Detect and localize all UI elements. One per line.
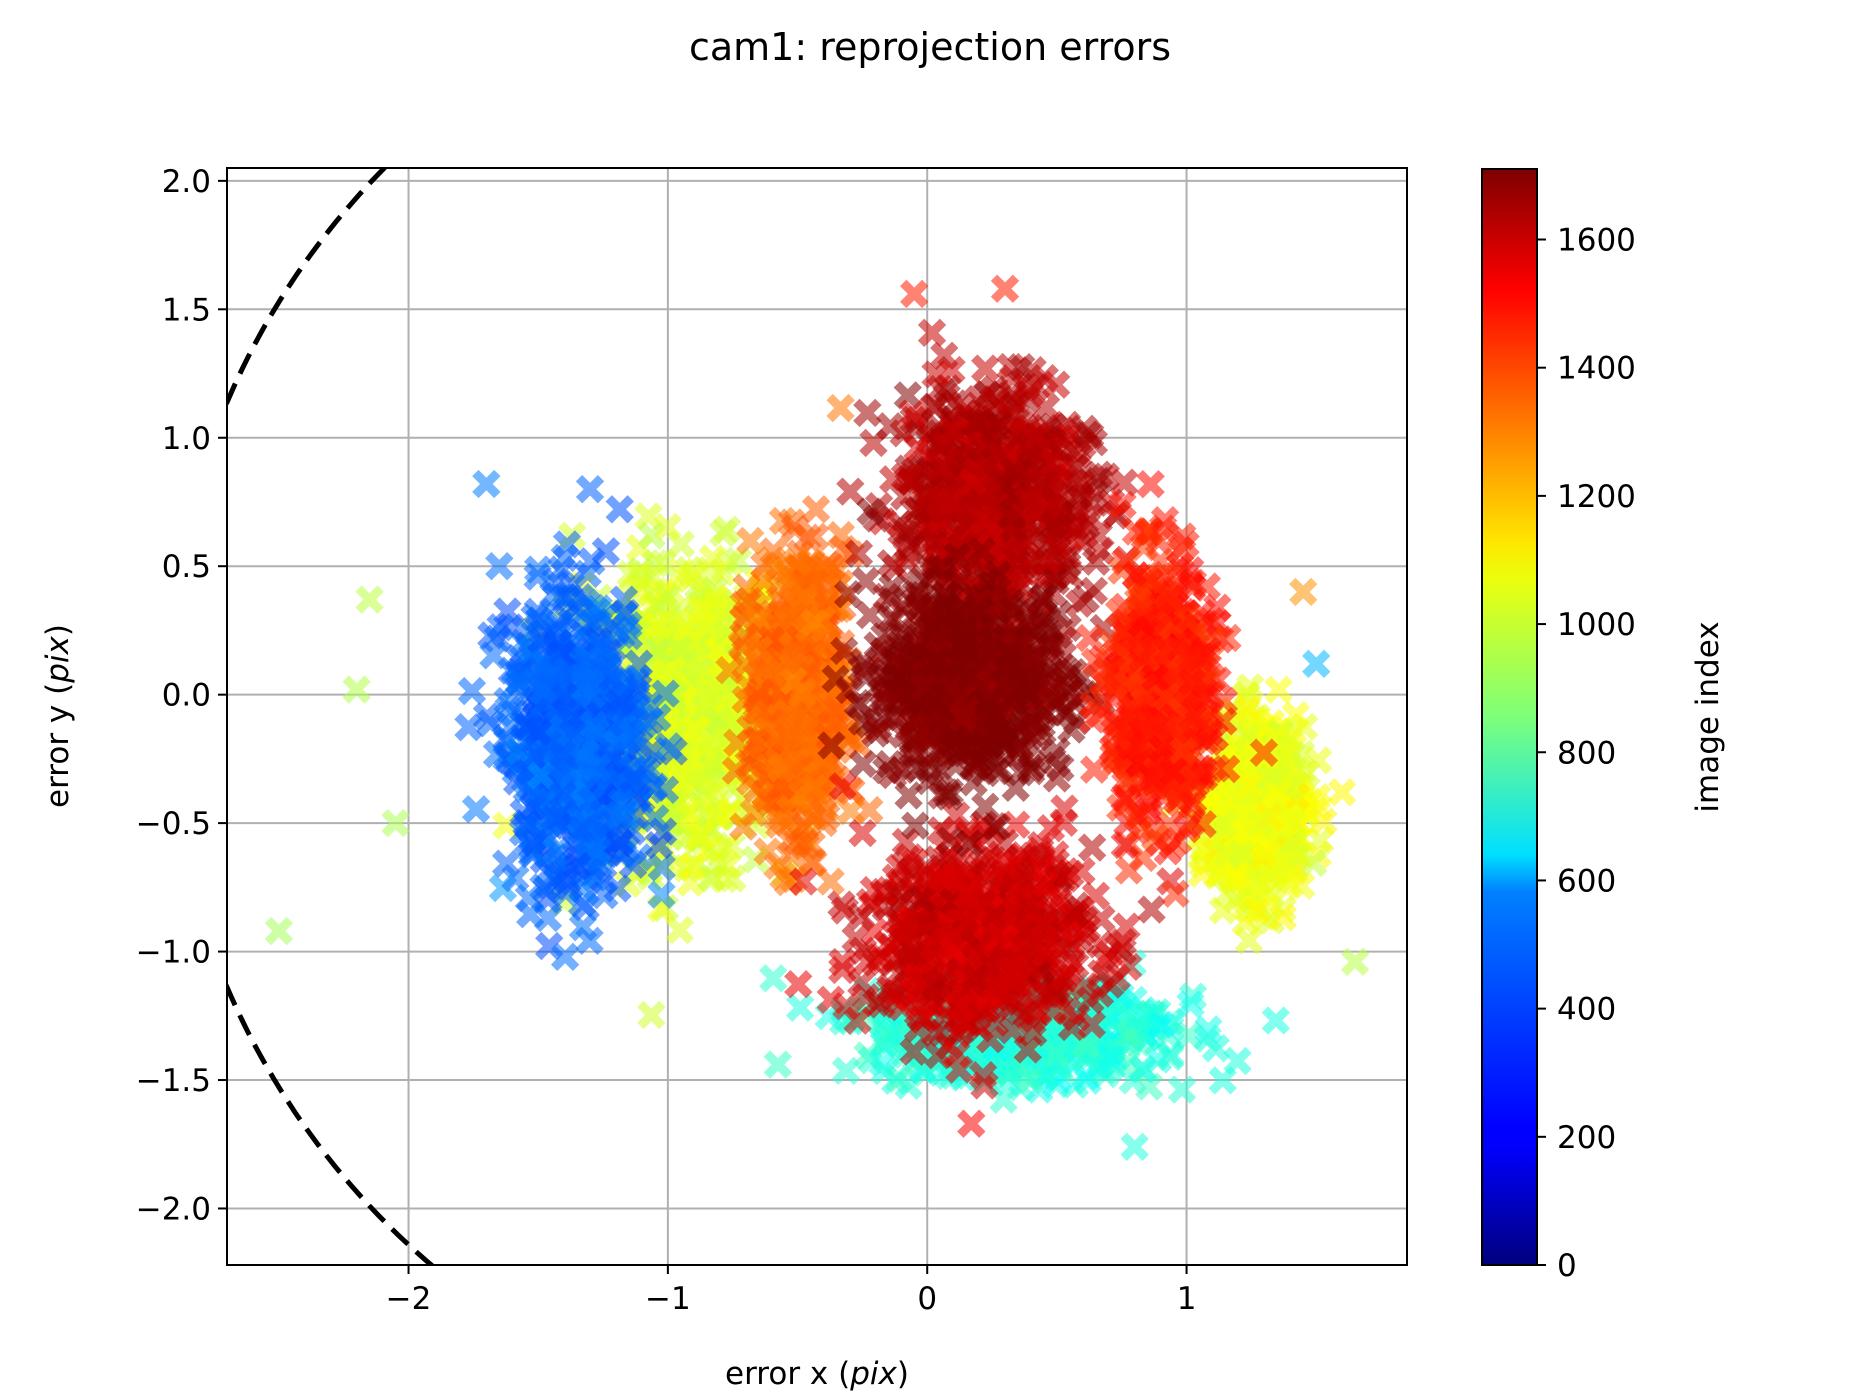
- scatter-point: [1077, 833, 1107, 862]
- scatter-point: [637, 1000, 666, 1030]
- scatter-point: [664, 634, 694, 664]
- scatter-point: [653, 583, 682, 613]
- scatter-point: [759, 964, 788, 993]
- scatter-point: [605, 495, 634, 524]
- scatter-point: [784, 970, 813, 999]
- scatter-point: [678, 852, 707, 882]
- scatter-point: [634, 502, 663, 531]
- scatter-point: [637, 521, 666, 550]
- scatter-point: [710, 865, 739, 894]
- scatter-point: [853, 398, 882, 428]
- scatter-point: [785, 993, 815, 1022]
- scatter-point: [672, 615, 701, 644]
- scatter-point: [643, 637, 673, 666]
- scatter-point: [1264, 675, 1293, 704]
- scatter-point: [695, 726, 724, 755]
- scatter-point: [723, 546, 753, 576]
- scatter-point: [653, 512, 682, 542]
- scatter-point: [721, 707, 750, 737]
- scatter-point: [694, 678, 723, 707]
- scatter-point: [971, 354, 1000, 383]
- scatter-point: [1268, 903, 1298, 932]
- scatter-point: [736, 526, 765, 556]
- scatter-point: [836, 477, 865, 506]
- scatter-point: [1167, 1075, 1197, 1104]
- scatter-point: [917, 318, 947, 347]
- scatter-point: [683, 759, 713, 788]
- scatter-point: [1306, 826, 1335, 855]
- scatter-point: [691, 611, 721, 640]
- scatter-point: [665, 916, 694, 945]
- scatter-point: [1261, 1006, 1291, 1035]
- scatter-point: [684, 824, 713, 854]
- scatter-point: [826, 393, 855, 423]
- scatter-point: [461, 795, 491, 824]
- scatter-point: [1309, 807, 1338, 836]
- scatter-point: [831, 1056, 861, 1085]
- scatter-point: [686, 655, 715, 684]
- scatter-point: [457, 676, 487, 706]
- scatter-point: [848, 818, 877, 848]
- scatter-point: [704, 803, 733, 832]
- scatter-point: [675, 564, 705, 594]
- scatter-point: [1137, 895, 1166, 924]
- scatter-point: [575, 475, 605, 504]
- scatter-point: [801, 495, 831, 524]
- chart-title: cam1: reprojection errors: [689, 25, 1171, 69]
- scatter-points: [264, 274, 1370, 1162]
- scatter-point: [690, 696, 719, 726]
- scatter-point: [763, 1050, 793, 1079]
- scatter-point: [836, 796, 865, 826]
- scatter-point: [709, 518, 738, 548]
